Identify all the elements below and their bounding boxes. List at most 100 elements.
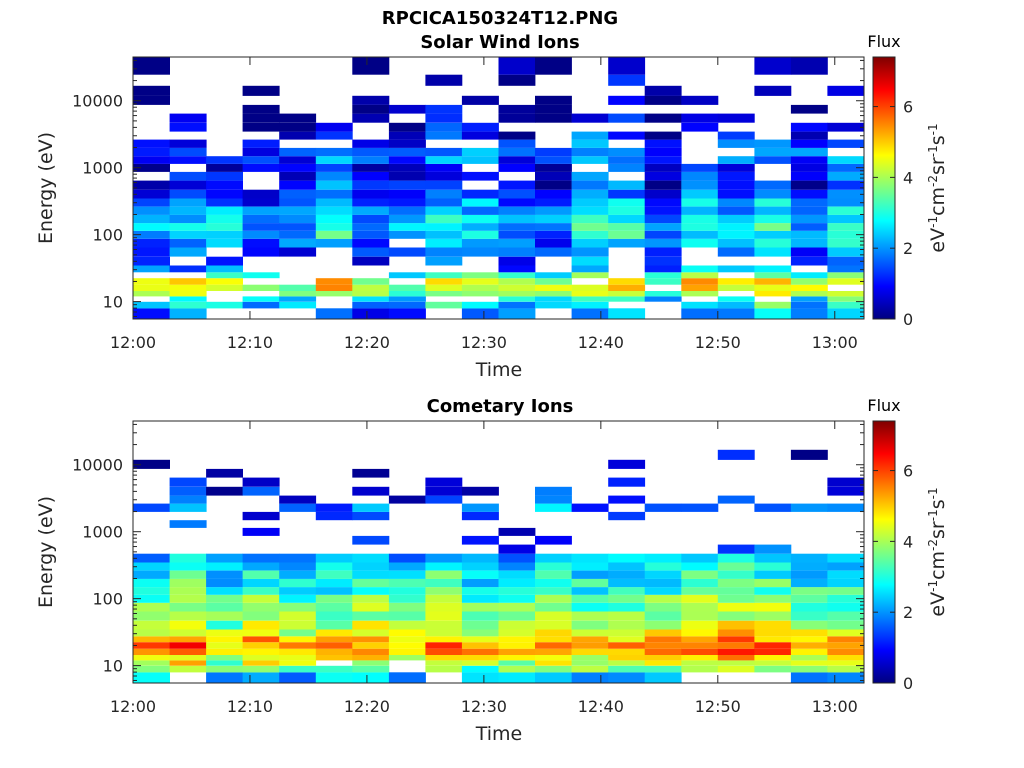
heatmap-cell xyxy=(498,672,536,683)
heatmap-cell xyxy=(352,486,390,496)
heatmap-cell xyxy=(717,665,755,673)
heatmap-cell xyxy=(279,122,317,132)
heatmap-cell xyxy=(279,553,317,563)
heatmap-cell xyxy=(133,95,170,105)
heatmap-cell xyxy=(717,602,755,612)
heatmap-cell xyxy=(425,477,463,487)
heatmap-cell xyxy=(133,301,170,309)
heatmap-cell xyxy=(425,655,463,661)
heatmap-cell xyxy=(644,113,682,123)
heatmap-cell xyxy=(571,147,609,157)
heatmap-cell xyxy=(717,587,755,595)
heatmap-cell xyxy=(169,520,207,528)
heatmap-cell xyxy=(461,665,499,673)
heatmap-cell xyxy=(790,104,828,114)
heatmap-cell xyxy=(461,611,499,621)
heatmap-cell xyxy=(498,265,536,273)
heatmap-cell xyxy=(206,611,243,621)
heatmap-cell xyxy=(754,278,792,285)
heatmap-cell xyxy=(133,660,170,666)
heatmap-cell xyxy=(169,171,207,181)
heatmap-cell xyxy=(790,272,828,279)
heatmap-cell xyxy=(790,147,828,157)
heatmap-cell xyxy=(535,95,572,105)
heatmap-cell xyxy=(608,189,646,199)
colorbar-ticks-cometary: 0 2 4 6 xyxy=(873,462,913,693)
heatmap-cell xyxy=(169,570,207,579)
heatmap-cell xyxy=(571,206,609,215)
heatmap-cell xyxy=(169,587,207,595)
heatmap-cell xyxy=(498,104,536,114)
heatmap-cell xyxy=(425,74,463,86)
heatmap-cell xyxy=(206,665,243,673)
heatmap-cell xyxy=(425,578,463,588)
heatmap-cell xyxy=(498,620,536,630)
heatmap-cell xyxy=(498,214,536,224)
x-tick-label: 12:10 xyxy=(227,697,273,716)
heatmap-cell xyxy=(717,180,755,190)
heatmap-cell xyxy=(754,156,792,164)
cometary-panel: Cometary Ions 10 100 1000 10000 12:00 12:10 12… xyxy=(35,396,949,745)
x-tick-label: 12:20 xyxy=(344,697,390,716)
heatmap-cell xyxy=(608,562,646,571)
heatmap-cell xyxy=(717,214,755,224)
heatmap-cell xyxy=(461,636,499,643)
heatmap-cell xyxy=(388,570,426,579)
heatmap-cell xyxy=(498,602,536,612)
heatmap-cell xyxy=(827,230,865,239)
heatmap-cell xyxy=(644,672,682,683)
heatmap-cell xyxy=(133,672,170,683)
heatmap-cell xyxy=(388,272,426,279)
heatmap-cell xyxy=(827,156,865,164)
axes-solar-wind: 10 100 1000 10000 12:00 12:10 12:20 12:30 12:40 1… xyxy=(72,57,864,352)
heatmap-cell xyxy=(133,214,170,224)
heatmap-cell xyxy=(461,247,499,257)
heatmap-cell xyxy=(827,629,865,637)
heatmap-cell xyxy=(608,206,646,215)
heatmap-cell xyxy=(790,247,828,257)
heatmap-cell xyxy=(315,578,353,588)
heatmap-cell xyxy=(790,503,828,512)
heatmap-cell xyxy=(169,122,207,132)
heatmap-cell xyxy=(571,672,609,683)
heatmap-cell xyxy=(425,206,463,215)
heatmap-cell xyxy=(279,171,317,181)
heatmap-cell xyxy=(644,291,682,297)
heatmap-cell xyxy=(790,594,828,603)
heatmap-cell xyxy=(498,256,536,266)
heatmap-cell xyxy=(206,156,243,164)
heatmap-cell xyxy=(535,602,572,612)
heatmap-cell xyxy=(133,238,170,248)
heatmap-cell xyxy=(169,189,207,199)
heatmap-cell xyxy=(425,113,463,123)
heatmap-cell xyxy=(461,570,499,579)
heatmap-cell xyxy=(681,214,719,224)
heatmap-cell xyxy=(608,156,646,164)
heatmap-cell xyxy=(352,163,390,172)
heatmap-cell xyxy=(790,189,828,199)
heatmap-cell xyxy=(608,214,646,224)
heatmap-cell xyxy=(169,620,207,630)
heatmap-cell xyxy=(717,544,755,554)
heatmap-cell xyxy=(827,291,865,297)
heatmap-cell xyxy=(608,495,646,504)
heatmap-cell xyxy=(279,660,317,666)
heatmap-cell xyxy=(352,578,390,588)
heatmap-cell xyxy=(315,214,353,224)
heatmap-cell xyxy=(827,180,865,190)
heatmap-cell xyxy=(681,620,719,630)
heatmap-cell xyxy=(242,636,280,643)
heatmap-cell xyxy=(717,163,755,172)
heatmap-cell xyxy=(535,163,572,172)
heatmap-cell xyxy=(717,655,755,661)
heatmap-cell xyxy=(535,503,572,512)
heatmap-cell xyxy=(608,131,646,140)
heatmap-cell xyxy=(498,636,536,643)
heatmap-cell xyxy=(644,503,682,512)
heatmap-cell xyxy=(425,562,463,571)
heatmap-cell xyxy=(169,214,207,224)
x-tick-label: 12:00 xyxy=(110,333,156,352)
heatmap-cell xyxy=(681,553,719,563)
heatmap-cell xyxy=(681,665,719,673)
heatmap-cell xyxy=(608,660,646,666)
